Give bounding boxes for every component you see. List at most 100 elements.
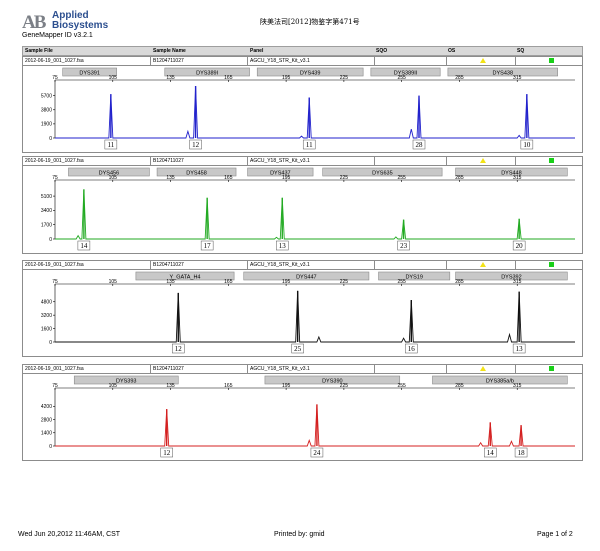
applied-biosystems-logo: AB Applied Biosystems [22,10,142,34]
intensity-axis-tick-label: 4800 [41,300,52,306]
info-cell-divider [150,365,151,373]
size-axis-tick-label: 105 [109,279,118,285]
signal-trace [55,290,575,343]
panel-info-row: 2012-06-19_001_1027.fsa B1204711027 AGCU_Y… [23,365,582,374]
info-cell-divider [374,365,375,373]
size-axis-tick-label: 195 [282,75,291,81]
info-sample-file: 2012-06-19_001_1027.fsa [25,158,84,164]
col-sample-name: Sample Name [153,48,186,54]
ab-logo-mark: AB [22,12,46,33]
allele-call-label: 13 [516,345,524,353]
info-cell-divider [446,57,447,65]
footer-page-number: Page 1 of 2 [537,531,573,538]
allele-call-box [276,240,289,251]
info-panel-name: AGCU_Y18_STR_Kit_v3.1 [250,262,310,268]
marker-bin-box [378,271,451,281]
electropherogram-panel-blue: 2012-06-19_001_1027.fsa B1204711027 AGCU_Y… [22,56,583,153]
size-axis-tick-label: 225 [340,75,349,81]
info-cell-divider [515,157,516,165]
intensity-axis-tick-label: 5100 [41,194,52,200]
intensity-axis-tick-label: 0 [49,444,52,450]
allele-call-label: 14 [487,449,495,457]
info-cell-divider [446,157,447,165]
intensity-axis-tick-label: 0 [49,340,52,346]
intensity-axis-tick-label: 0 [49,136,52,142]
info-cell-divider [374,157,375,165]
marker-bin-box [73,375,179,385]
marker-label: DYS635 [372,171,393,177]
allele-call-box [77,240,91,251]
size-axis-tick-label: 195 [282,383,291,389]
allele-call-label: 10 [523,141,531,149]
allele-call-label: 11 [107,141,114,149]
size-axis-tick-label: 165 [224,175,233,181]
allele-call-label: 17 [204,242,212,250]
intensity-axis-tick-label: 3800 [41,108,52,114]
panel-info-row: 2012-06-19_001_1027.fsa B1204711027 AGCU_Y… [23,261,582,270]
marker-label: DYS391 [79,71,100,77]
marker-bin-box [432,375,568,385]
marker-label: DYS437 [270,171,291,177]
allele-call-box [397,240,410,251]
info-sample-name: B1204711027 [153,262,184,268]
allele-call-box [405,343,418,354]
allele-call-box [189,139,202,150]
size-axis-tick-label: 135 [166,75,175,81]
size-axis-tick-label: 75 [52,175,58,181]
info-cell-divider [247,365,248,373]
allele-call-box [291,343,304,354]
size-axis-tick-label: 165 [224,75,233,81]
col-sqo: SQO [376,48,388,54]
size-axis-tick-label: 165 [224,279,233,285]
size-axis-tick-label: 105 [109,75,118,81]
marker-label: DYS439 [300,71,321,77]
allele-call-box [512,240,526,251]
electropherogram-panel-green: 2012-06-19_001_1027.fsa B1204711027 AGCU_Y… [22,156,583,254]
size-axis-tick-label: 105 [109,175,118,181]
intensity-axis-tick-label: 1400 [41,431,52,437]
marker-label: DYS390 [322,379,343,385]
allele-call-box [520,139,534,150]
info-cell-divider [374,261,375,269]
marker-label: DYS456 [99,171,120,177]
col-os: OS [448,48,456,54]
marker-bin-box [322,167,443,177]
os-flag-icon [480,366,486,371]
info-panel-name: AGCU_Y18_STR_Kit_v3.1 [250,158,310,164]
allele-call-box [302,139,316,150]
marker-bin-box [68,167,150,177]
os-flag-icon [480,262,486,267]
info-cell-divider [374,57,375,65]
os-flag-icon [480,158,486,163]
marker-label: DYS438 [493,71,514,77]
size-axis-tick-label: 225 [340,383,349,389]
marker-bin-box [247,167,314,177]
allele-call-label: 20 [516,242,524,250]
marker-bin-box [243,271,370,281]
size-axis-tick-label: 195 [282,279,291,285]
intensity-axis-tick-label: 1900 [41,122,52,128]
signal-trace [55,404,575,447]
brand-name: Applied Biosystems [52,11,108,31]
size-axis-tick-label: 105 [109,383,118,389]
marker-label: DYS389I [196,71,218,77]
info-cell-divider [247,157,248,165]
size-axis-tick-label: 315 [513,175,522,181]
info-sample-file: 2012-06-19_001_1027.fsa [25,58,84,64]
electropherogram-panel-red: 2012-06-19_001_1027.fsa B1204711027 AGCU_Y… [22,364,583,461]
info-cell-divider [515,57,516,65]
info-panel-name: AGCU_Y18_STR_Kit_v3.1 [250,58,310,64]
info-sample-file: 2012-06-19_001_1027.fsa [25,366,84,372]
marker-bin-box [256,67,364,77]
size-axis-tick-label: 135 [166,279,175,285]
info-cell-divider [247,57,248,65]
marker-bin-box [455,271,568,281]
table-header-row: Sample File Sample Name Panel SQO OS SQ [22,46,583,56]
info-cell-divider [515,261,516,269]
size-axis-tick-label: 165 [224,383,233,389]
allele-call-box [160,447,173,458]
col-sample-file: Sample File [25,48,53,54]
size-axis-tick-label: 225 [340,175,349,181]
intensity-axis-tick-label: 2800 [41,417,52,423]
allele-call-box [412,139,426,150]
